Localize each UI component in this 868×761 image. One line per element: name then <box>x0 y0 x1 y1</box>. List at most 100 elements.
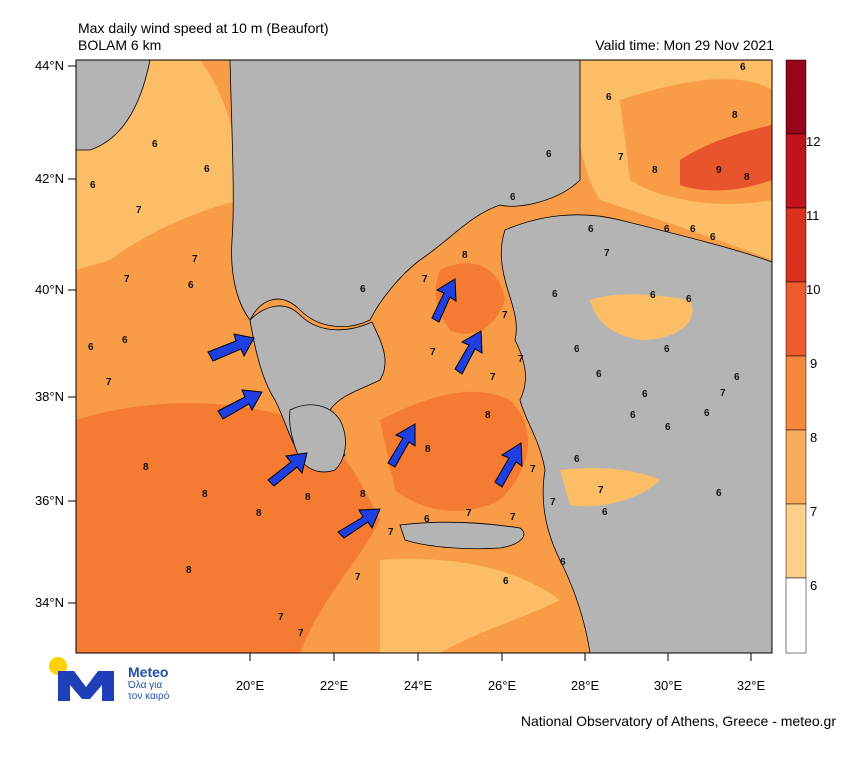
map-frame <box>75 59 773 654</box>
lon-label: 32°E <box>737 678 766 693</box>
sea-bf8-aegean <box>380 391 529 511</box>
contour-label: 6 <box>560 557 566 568</box>
contour-label: 8 <box>425 444 431 455</box>
contour-label: 8 <box>143 462 149 473</box>
contour-label: 6 <box>503 576 509 587</box>
logo-text: Meteo Όλα για τον καιρό <box>128 664 169 702</box>
lon-label: 24°E <box>404 678 433 693</box>
contour-label: 6 <box>665 422 671 433</box>
colorbar-segment <box>785 59 807 135</box>
contour-label: 7 <box>124 274 130 285</box>
contour-label: 7 <box>502 310 508 321</box>
contour-label: 7 <box>510 512 516 523</box>
lat-label: 42°N <box>35 171 64 186</box>
contour-label: 7 <box>136 205 142 216</box>
logo-tagline: τον καιρό <box>128 691 170 702</box>
contour-label: 7 <box>422 274 428 285</box>
chart-title: Max daily wind speed at 10 m (Beaufort) <box>78 20 329 36</box>
colorbar-segment <box>785 503 807 579</box>
contour-label: 8 <box>305 492 311 503</box>
contour-label: 8 <box>462 250 468 261</box>
lon-label: 22°E <box>320 678 349 693</box>
contour-label: 7 <box>278 612 284 623</box>
meteo-logo <box>49 657 114 701</box>
contour-label: 6 <box>188 280 194 291</box>
m-logo-icon <box>58 671 114 701</box>
contour-label: 7 <box>550 497 556 508</box>
contour-label: 6 <box>88 342 94 353</box>
colorbar-segment <box>785 133 807 209</box>
contour-label: 8 <box>186 565 192 576</box>
contour-label: 6 <box>588 224 594 235</box>
lon-label: 30°E <box>654 678 683 693</box>
lat-label: 34°N <box>35 595 64 610</box>
contour-label: 6 <box>552 289 558 300</box>
land-crete <box>399 521 525 550</box>
colorbar-label: 6 <box>810 578 817 593</box>
lat-label: 36°N <box>35 493 64 508</box>
colorbar-segment <box>785 577 807 654</box>
wind-arrow <box>207 333 255 362</box>
contour-label: 7 <box>355 572 361 583</box>
contour-label: 8 <box>256 508 262 519</box>
footer-credit: National Observatory of Athens, Greece -… <box>520 713 836 729</box>
wind-arrow <box>267 452 308 487</box>
contour-label: 7 <box>430 347 436 358</box>
contour-label: 8 <box>485 410 491 421</box>
colorbar-segment <box>785 429 807 505</box>
contour-label: 6 <box>642 389 648 400</box>
contour-label: 6 <box>710 232 716 243</box>
contour-label: 6 <box>740 62 746 73</box>
contour-label: 6 <box>690 224 696 235</box>
map-area: 6 6 6 7 7 7 6 6 6 7 8 8 8 8 8 7 7 7 8 7 … <box>76 60 772 653</box>
colorbar-label: 10 <box>806 282 820 297</box>
colorbar-segment <box>785 355 807 431</box>
wind-arrows <box>207 278 523 539</box>
lat-label: 38°N <box>35 389 64 404</box>
contour-label: 6 <box>546 149 552 160</box>
contour-label: 7 <box>618 152 624 163</box>
contour-label: 6 <box>664 224 670 235</box>
lat-label: 40°N <box>35 282 64 297</box>
wind-arrow <box>387 423 416 468</box>
sea-black-bf9 <box>680 125 772 191</box>
sun-icon <box>49 657 67 675</box>
contour-label: 6 <box>650 290 656 301</box>
contour-label: 7 <box>298 628 304 639</box>
lon-label: 28°E <box>571 678 600 693</box>
wind-arrow <box>431 278 457 323</box>
land-turkey <box>500 214 772 653</box>
colorbar-segment <box>785 281 807 357</box>
contour-label: 8 <box>652 165 658 176</box>
contour-label: 6 <box>606 92 612 103</box>
contour-label: 7 <box>192 254 198 265</box>
contour-label: 6 <box>574 454 580 465</box>
contour-label: 7 <box>530 464 536 475</box>
contour-label: 6 <box>704 408 710 419</box>
contour-label: 6 <box>686 294 692 305</box>
contour-label: 6 <box>90 180 96 191</box>
contour-label: 6 <box>664 344 670 355</box>
lon-axis: 20°E 22°E 24°E 26°E 28°E 30°E 32°E <box>236 653 766 693</box>
contour-label: 6 <box>424 514 430 525</box>
contour-label: 8 <box>202 489 208 500</box>
contour-label: 8 <box>732 110 738 121</box>
contour-label: 6 <box>122 335 128 346</box>
contour-label: 6 <box>716 488 722 499</box>
model-name: BOLAM 6 km <box>78 37 162 53</box>
contour-label: 6 <box>204 164 210 175</box>
colorbar-segment <box>785 207 807 283</box>
wind-arrow <box>217 389 263 420</box>
contour-label: 6 <box>630 410 636 421</box>
contour-label: 7 <box>518 354 524 365</box>
colorbar-label: 12 <box>806 134 820 149</box>
contour-label: 8 <box>744 172 750 183</box>
colorbar-label: 9 <box>810 356 817 371</box>
lat-axis: 44°N 42°N 40°N 38°N 36°N 34°N <box>35 58 76 610</box>
lon-label: 20°E <box>236 678 265 693</box>
contour-label: 7 <box>490 372 496 383</box>
contour-label: 7 <box>106 377 112 388</box>
contour-label: 7 <box>466 508 472 519</box>
land-gust-patch <box>590 294 693 340</box>
